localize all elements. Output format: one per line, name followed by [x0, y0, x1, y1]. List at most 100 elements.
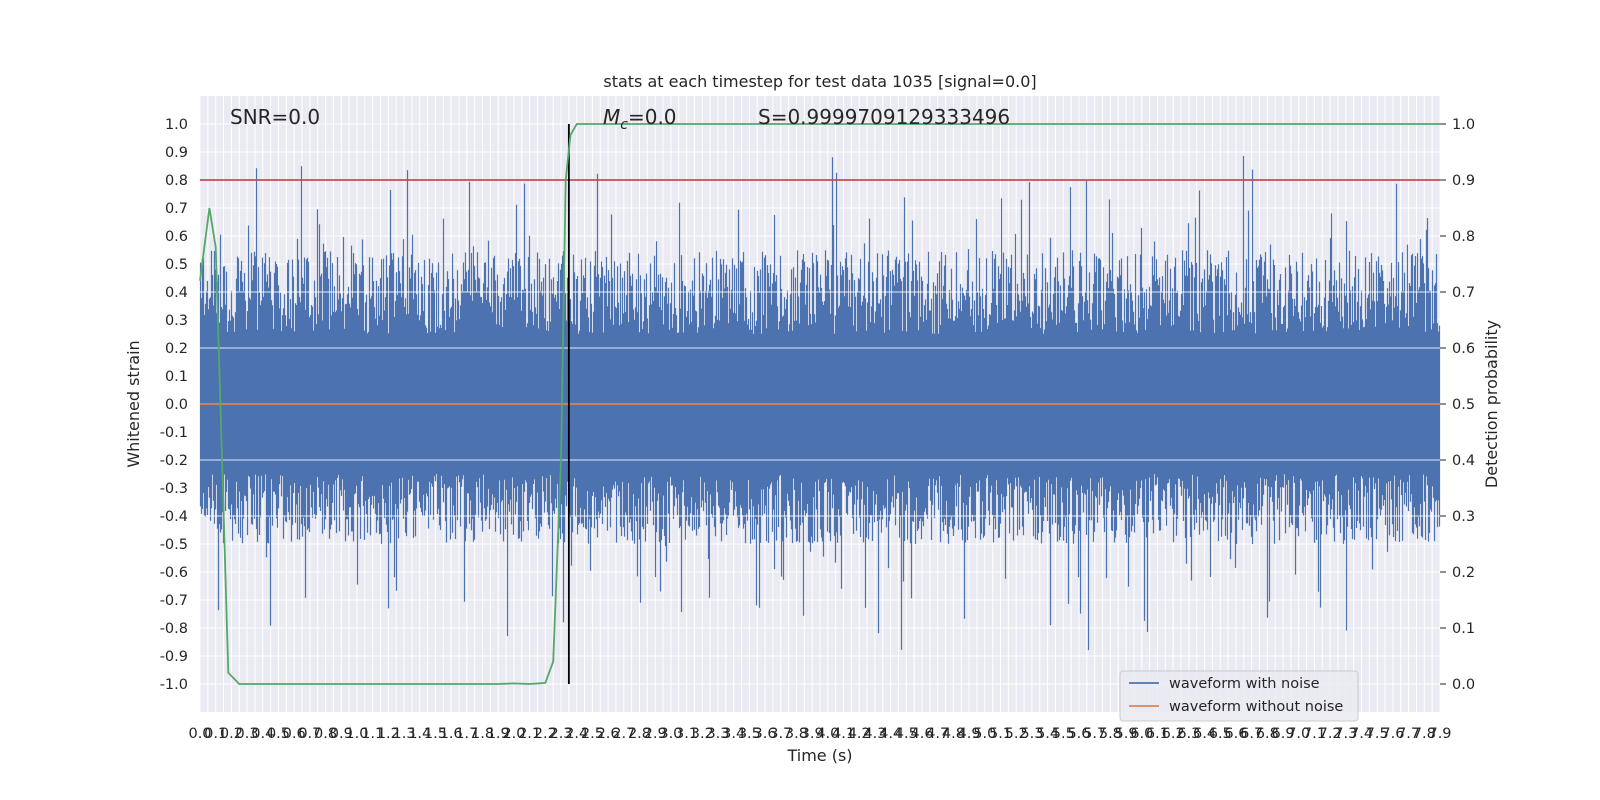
legend-box [1119, 670, 1359, 722]
y-tick-label-left: 0.7 [165, 201, 188, 217]
x-tick-label: 4.4 [879, 726, 902, 742]
x-tick-label: 6.6 [1224, 726, 1247, 742]
x-tick-label: 5.9 [1115, 726, 1138, 742]
y-tick-label-right: 0.8 [1452, 229, 1475, 245]
x-tick-label: 3.3 [706, 726, 729, 742]
y-tick-label-right: 0.5 [1452, 397, 1475, 413]
x-tick-label: 5.3 [1020, 726, 1043, 742]
x-tick-label: 0.5 [267, 726, 290, 742]
x-tick-label: 7.5 [1366, 726, 1389, 742]
x-tick-label: 0.9 [330, 726, 353, 742]
x-tick-label: 3.5 [738, 726, 761, 742]
x-tick-label: 3.7 [769, 726, 792, 742]
x-tick-label: 0.1 [204, 726, 227, 742]
y-tick-label-right: 0.4 [1452, 453, 1475, 469]
x-tick-label: 0.6 [283, 726, 306, 742]
y-tick-label-left: -0.1 [160, 425, 188, 441]
legend: waveform with noise waveform without noi… [1119, 670, 1359, 722]
x-tick-label: 6.2 [1162, 726, 1185, 742]
y-tick-label-left: 0.4 [165, 285, 188, 301]
y-tick-label-left: 0.8 [165, 173, 188, 189]
x-tick-label: 7.9 [1428, 726, 1451, 742]
y-tick-label-left: -0.4 [160, 509, 188, 525]
x-tick-label: 1.7 [455, 726, 478, 742]
x-tick-label: 1.0 [345, 726, 368, 742]
y-tick-label-left: 0.6 [165, 229, 188, 245]
x-tick-label: 7.7 [1397, 726, 1420, 742]
mc-symbol: M [603, 105, 620, 129]
x-tick-label: 2.8 [628, 726, 651, 742]
x-tick-label: 3.2 [691, 726, 714, 742]
x-tick-label: 3.6 [754, 726, 777, 742]
y-tick-label-left: 0.1 [165, 369, 188, 385]
x-tick-label: 5.6 [1067, 726, 1090, 742]
y-tick-label-right: 0.6 [1452, 341, 1475, 357]
y-tick-label-right: 1.0 [1452, 117, 1475, 133]
y-axis-label-right: Detection probability [1482, 320, 1501, 488]
x-tick-label: 7.4 [1350, 726, 1373, 742]
x-tick-label: 6.7 [1240, 726, 1263, 742]
x-tick-label: 2.2 [534, 726, 557, 742]
x-tick-label: 7.6 [1381, 726, 1404, 742]
mc-annotation: Mc=0.0 [603, 105, 677, 133]
x-tick-label: 7.0 [1287, 726, 1310, 742]
x-tick-label: 1.1 [361, 726, 384, 742]
y-tick-label-left: -0.3 [160, 481, 188, 497]
x-tick-label: 2.0 [502, 726, 525, 742]
y-tick-label-left: 0.5 [165, 257, 188, 273]
x-tick-label: 5.2 [1005, 726, 1028, 742]
x-tick-label: 6.3 [1177, 726, 1200, 742]
x-tick-label: 1.4 [408, 726, 431, 742]
y-tick-label-left: -0.2 [160, 453, 188, 469]
x-tick-label: 6.9 [1272, 726, 1295, 742]
x-tick-label: 4.2 [848, 726, 871, 742]
x-tick-label: 0.4 [251, 726, 274, 742]
x-tick-label: 2.1 [518, 726, 541, 742]
y-tick-label-left: -0.9 [160, 649, 188, 665]
x-tick-label: 5.5 [1052, 726, 1075, 742]
x-tick-label: 3.0 [659, 726, 682, 742]
y-tick-label-left: 0.0 [165, 397, 188, 413]
y-tick-label-right: 0.3 [1452, 509, 1475, 525]
mc-value: =0.0 [628, 105, 677, 129]
y-tick-label-left: -0.6 [160, 565, 188, 581]
x-tick-label: 4.5 [895, 726, 918, 742]
y-tick-label-left: -0.5 [160, 537, 188, 553]
x-tick-label: 1.3 [393, 726, 416, 742]
x-tick-label: 2.6 [597, 726, 620, 742]
x-tick-label: 4.0 [816, 726, 839, 742]
chart-title: stats at each timestep for test data 103… [603, 72, 1036, 91]
x-tick-label: 2.3 [549, 726, 572, 742]
y-tick-label-right: 0.1 [1452, 621, 1475, 637]
x-tick-label: 7.3 [1334, 726, 1357, 742]
x-tick-label: 7.2 [1319, 726, 1342, 742]
x-tick-label: 2.5 [581, 726, 604, 742]
x-tick-label: 3.9 [801, 726, 824, 742]
legend-label-waveform-with-noise: waveform with noise [1169, 676, 1320, 692]
y-tick-label-left: 0.9 [165, 145, 188, 161]
x-tick-label: 4.9 [958, 726, 981, 742]
x-tick-label: 0.8 [314, 726, 337, 742]
y-axis-label-left: Whitened strain [124, 340, 143, 467]
y-tick-label-right: 0.2 [1452, 565, 1475, 581]
x-tick-label: 0.3 [236, 726, 259, 742]
y-tick-label-left: 0.3 [165, 313, 188, 329]
x-tick-label: 4.3 [863, 726, 886, 742]
x-tick-label: 5.7 [1083, 726, 1106, 742]
x-tick-label: 4.6 [910, 726, 933, 742]
x-tick-label: 1.6 [440, 726, 463, 742]
y-tick-label-right: 0.7 [1452, 285, 1475, 301]
x-tick-label: 6.0 [1130, 726, 1153, 742]
x-tick-label: 2.4 [565, 726, 588, 742]
x-tick-label: 3.1 [675, 726, 698, 742]
x-tick-label: 3.4 [722, 726, 745, 742]
x-tick-label: 4.8 [942, 726, 965, 742]
x-axis-label: Time (s) [786, 746, 852, 765]
y-tick-label-left: 1.0 [165, 117, 188, 133]
x-tick-label: 1.5 [424, 726, 447, 742]
snr-annotation: SNR=0.0 [230, 105, 320, 129]
x-tick-label: 6.1 [1146, 726, 1169, 742]
x-tick-label: 6.5 [1209, 726, 1232, 742]
y-tick-label-right: 0.0 [1452, 677, 1475, 693]
x-tick-label: 2.7 [612, 726, 635, 742]
